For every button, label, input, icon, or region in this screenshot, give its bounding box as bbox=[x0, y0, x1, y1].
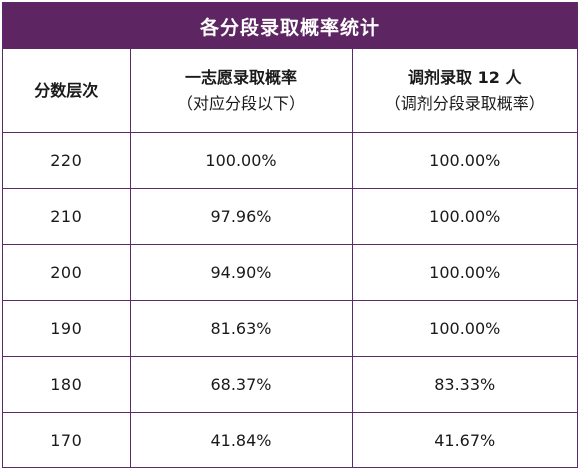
header-adjust-main: 调剂录取 12 人 bbox=[408, 67, 522, 87]
table-row: 180 68.37% 83.33% bbox=[3, 356, 577, 413]
header-adjust-sub: （调剂分段录取概率） bbox=[384, 93, 545, 113]
adjust-cell: 100.00% bbox=[351, 188, 577, 245]
score-cell: 180 bbox=[3, 356, 131, 413]
first-choice-cell: 100.00% bbox=[129, 132, 353, 189]
table-row: 210 97.96% 100.00% bbox=[3, 188, 577, 245]
first-choice-cell: 41.84% bbox=[129, 412, 353, 468]
first-choice-cell: 94.90% bbox=[129, 244, 353, 301]
score-cell: 210 bbox=[3, 188, 131, 245]
adjust-cell: 41.67% bbox=[351, 412, 577, 468]
header-score: 分数层次 bbox=[3, 49, 131, 133]
first-choice-cell: 68.37% bbox=[129, 356, 353, 413]
header-first-choice-main: 一志愿录取概率 bbox=[184, 67, 297, 87]
header-row: 分数层次 一志愿录取概率 （对应分段以下） 调剂录取 12 人 （调剂分段录取概… bbox=[3, 49, 577, 133]
adjust-cell: 100.00% bbox=[351, 132, 577, 189]
score-cell: 190 bbox=[3, 300, 131, 357]
first-choice-cell: 81.63% bbox=[129, 300, 353, 357]
probability-table-card: 各分段录取概率统计 分数层次 一志愿录取概率 （对应分段以下） 调剂录取 12 … bbox=[2, 2, 578, 468]
table-row: 170 41.84% 41.67% bbox=[3, 412, 577, 468]
score-cell: 200 bbox=[3, 244, 131, 301]
table-title: 各分段录取概率统计 bbox=[3, 3, 577, 49]
score-cell: 220 bbox=[3, 132, 131, 189]
adjust-cell: 100.00% bbox=[351, 244, 577, 301]
score-cell: 170 bbox=[3, 412, 131, 468]
probability-table: 分数层次 一志愿录取概率 （对应分段以下） 调剂录取 12 人 （调剂分段录取概… bbox=[3, 49, 577, 468]
adjust-cell: 83.33% bbox=[351, 356, 577, 413]
table-row: 220 100.00% 100.00% bbox=[3, 132, 577, 189]
header-first-choice-sub: （对应分段以下） bbox=[176, 93, 305, 113]
table-row: 200 94.90% 100.00% bbox=[3, 244, 577, 301]
first-choice-cell: 97.96% bbox=[129, 188, 353, 245]
table-row: 190 81.63% 100.00% bbox=[3, 300, 577, 357]
header-adjust: 调剂录取 12 人 （调剂分段录取概率） bbox=[351, 49, 577, 133]
adjust-cell: 100.00% bbox=[351, 300, 577, 357]
header-first-choice: 一志愿录取概率 （对应分段以下） bbox=[129, 49, 353, 133]
